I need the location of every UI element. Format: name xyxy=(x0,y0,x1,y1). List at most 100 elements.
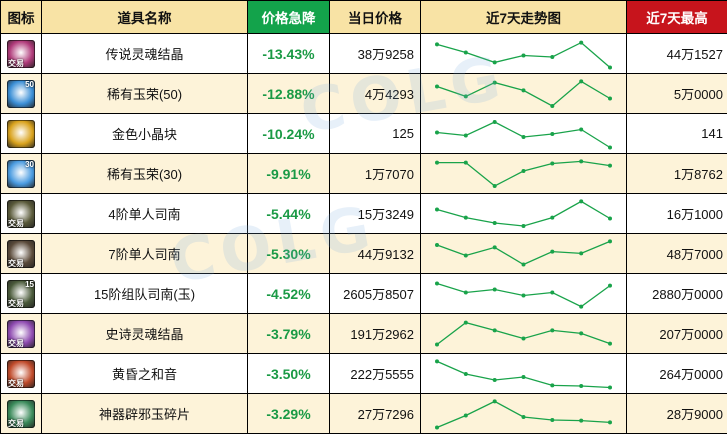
gold-crystal-block-icon[interactable] xyxy=(7,119,35,148)
tier15-party-compass-icon[interactable]: 15 交易 xyxy=(7,279,35,308)
max-price-value: 48万7000 xyxy=(626,233,727,274)
trend-point xyxy=(608,65,612,69)
trend-point xyxy=(550,215,555,220)
trend-point xyxy=(579,198,584,203)
table-row[interactable]: 50 稀有玉荣(50) -12.88% 4万4293 5万0000 xyxy=(0,73,727,114)
table-row[interactable]: 交易 4阶单人司南 -5.44% 15万3249 16万1000 xyxy=(0,193,727,234)
trend-point xyxy=(463,413,468,417)
price-drop-value: -9.91% xyxy=(247,153,330,194)
trend-point xyxy=(608,283,612,288)
table-row[interactable]: 15 交易 15阶组队司南(玉) -4.52% 2605万8507 2880万0000 xyxy=(0,273,727,314)
trend-point xyxy=(492,398,497,403)
trend-point xyxy=(521,168,526,173)
max-price-value: 264万0000 xyxy=(626,353,727,394)
table-row[interactable]: 交易 7阶单人司南 -5.30% 44万9132 48万7000 xyxy=(0,233,727,274)
header-price-drop[interactable]: 价格急降 xyxy=(247,0,330,34)
rare-jade-30-icon[interactable]: 30 xyxy=(7,159,35,188)
table-row[interactable]: 金色小晶块 -10.24% 125 141 xyxy=(0,113,727,154)
trend-cell xyxy=(420,273,627,314)
dusk-harmony-icon[interactable]: 交易 xyxy=(7,359,35,388)
trend-point xyxy=(579,304,584,309)
rare-jade-50-icon[interactable]: 50 xyxy=(7,79,35,108)
trend-point xyxy=(435,242,439,247)
item-name[interactable]: 神器辟邪玉碎片 xyxy=(41,393,248,434)
item-icon-trade-tag: 交易 xyxy=(8,418,24,428)
today-price-value: 27万7296 xyxy=(329,393,421,434)
today-price-value: 4万4293 xyxy=(329,73,421,114)
item-name[interactable]: 史诗灵魂结晶 xyxy=(41,313,248,354)
trend-line xyxy=(436,321,611,345)
header-icon[interactable]: 图标 xyxy=(0,0,42,34)
item-name[interactable]: 稀有玉荣(30) xyxy=(41,153,248,194)
trend-line xyxy=(436,200,611,227)
trend-point xyxy=(492,80,497,85)
max-price-value: 2880万0000 xyxy=(626,273,727,314)
trend-point xyxy=(550,290,555,294)
item-icon-cell: 50 xyxy=(0,73,42,114)
header-today-price[interactable]: 当日价格 xyxy=(329,0,421,34)
trend-point xyxy=(608,96,612,100)
trend-point xyxy=(579,418,584,423)
trend-point xyxy=(550,103,555,108)
price-drop-value: -12.88% xyxy=(247,73,330,114)
item-name[interactable]: 黄昏之和音 xyxy=(41,353,248,394)
trend-point xyxy=(521,134,526,139)
trend-point xyxy=(521,223,526,228)
trend-point xyxy=(608,341,612,346)
trend-point xyxy=(550,161,555,165)
header-7day-trend[interactable]: 近7天走势图 xyxy=(420,0,627,34)
trend-cell xyxy=(420,113,627,154)
trend-point xyxy=(492,59,497,64)
soul-crystal-epic-icon[interactable]: 交易 xyxy=(7,319,35,348)
trend-line xyxy=(436,360,611,388)
trend-point xyxy=(463,371,468,376)
trend-sparkline xyxy=(435,358,612,389)
item-name[interactable]: 4阶单人司南 xyxy=(41,193,248,234)
item-name[interactable]: 7阶单人司南 xyxy=(41,233,248,274)
item-name[interactable]: 15阶组队司南(玉) xyxy=(41,273,248,314)
table-row[interactable]: 交易 史诗灵魂结晶 -3.79% 191万2962 207万0000 xyxy=(0,313,727,354)
item-icon-cell xyxy=(0,113,42,154)
trend-sparkline xyxy=(435,281,612,309)
trend-point xyxy=(521,374,526,379)
table-header-row: 图标 道具名称 价格急降 当日价格 近7天走势图 近7天最高 xyxy=(0,0,727,34)
soul-crystal-legendary-icon[interactable]: 交易 xyxy=(7,39,35,68)
price-drop-value: -4.52% xyxy=(247,273,330,314)
price-drop-value: -10.24% xyxy=(247,113,330,154)
trend-point xyxy=(521,293,526,297)
item-name[interactable]: 传说灵魂结晶 xyxy=(41,33,248,74)
item-name[interactable]: 稀有玉荣(50) xyxy=(41,73,248,114)
header-item-name[interactable]: 道具名称 xyxy=(41,0,248,34)
price-drop-value: -5.44% xyxy=(247,193,330,234)
table-row[interactable]: 30 稀有玉荣(30) -9.91% 1万7070 1万8762 xyxy=(0,153,727,194)
trend-point xyxy=(492,244,497,249)
today-price-value: 44万9132 xyxy=(329,233,421,274)
trend-point xyxy=(579,250,584,255)
tier7-solo-compass-icon[interactable]: 交易 xyxy=(7,239,35,268)
header-7day-max[interactable]: 近7天最高 xyxy=(626,0,727,34)
trend-point xyxy=(608,238,612,243)
max-price-value: 207万0000 xyxy=(626,313,727,354)
trend-point xyxy=(435,281,439,285)
trend-point xyxy=(435,160,439,165)
table-row[interactable]: 交易 黄昏之和音 -3.50% 222万5555 264万0000 xyxy=(0,353,727,394)
trend-sparkline xyxy=(435,119,612,149)
trend-point xyxy=(550,249,555,254)
trend-point xyxy=(463,320,468,325)
item-icon-trade-tag: 交易 xyxy=(8,298,24,308)
trend-point xyxy=(550,131,555,136)
table-row[interactable]: 交易 神器辟邪玉碎片 -3.29% 27万7296 28万9000 xyxy=(0,393,727,434)
max-price-value: 141 xyxy=(626,113,727,154)
table-row[interactable]: 交易 传说灵魂结晶 -13.43% 38万9258 44万1527 xyxy=(0,33,727,74)
today-price-value: 2605万8507 xyxy=(329,273,421,314)
today-price-value: 222万5555 xyxy=(329,353,421,394)
today-price-value: 125 xyxy=(329,113,421,154)
trend-point xyxy=(492,287,497,291)
item-icon-cell: 交易 xyxy=(0,353,42,394)
item-name[interactable]: 金色小晶块 xyxy=(41,113,248,154)
trend-point xyxy=(550,417,555,422)
tier4-solo-compass-icon[interactable]: 交易 xyxy=(7,199,35,228)
artifact-jade-shard-icon[interactable]: 交易 xyxy=(7,399,35,428)
